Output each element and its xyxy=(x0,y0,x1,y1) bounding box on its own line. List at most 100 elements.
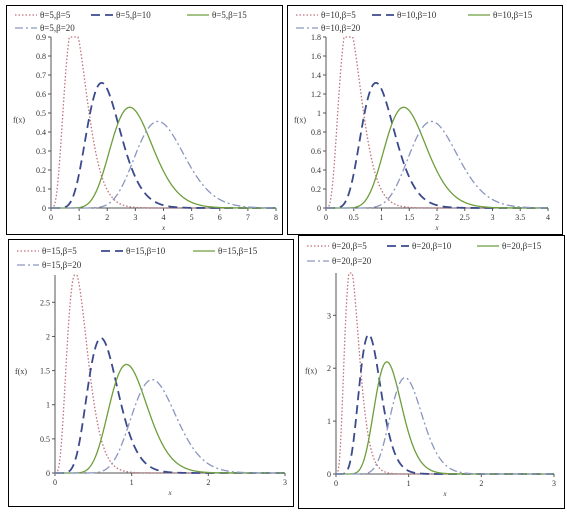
x-tick-label: 2 xyxy=(105,213,109,222)
series-line-beta-5 xyxy=(325,36,548,209)
legend-label: θ=5,β=5 xyxy=(40,10,71,20)
chart-panel-theta-20: 0 1 2 3 0 1 2 3 x f(x) θ=20,β=5 θ=20,β=10 θ=20,β=15 θ… xyxy=(298,235,565,509)
x-tick-label: 1 xyxy=(77,213,81,222)
x-tick-label: 6 xyxy=(218,213,222,222)
legend-label: θ=5,β=20 xyxy=(40,23,75,33)
legend-label: θ=20,β=15 xyxy=(502,241,542,251)
chart-panel-theta-5: 0 1 2 3 4 5 6 7 8 0 0.1 0.2 0.3 0.4 0.5 0.6 0.7 0.8 0.9 x f(… xyxy=(6,5,283,235)
legend-label: θ=15,β=5 xyxy=(42,246,77,256)
x-tick-label: 7 xyxy=(246,213,250,222)
x-tick-label: 2.5 xyxy=(460,213,470,222)
x-tick-label: 3 xyxy=(491,213,495,222)
y-tick-label: 0.2 xyxy=(36,166,46,175)
x-tick-label: 2 xyxy=(435,213,439,222)
series-line-beta-15 xyxy=(336,361,554,475)
x-axis-label: x xyxy=(442,490,447,498)
chart-svg: 0 1 2 3 0 1 2 3 x f(x) θ=20,β=5 θ=20,β=10 θ=20,β=15 θ… xyxy=(305,241,556,498)
legend-label: θ=20,β=5 xyxy=(332,241,367,251)
x-axis-label: x xyxy=(434,224,439,232)
x-axis-label: x xyxy=(167,489,172,497)
y-tick-label: 0 xyxy=(42,204,46,213)
series-line-beta-10 xyxy=(55,337,285,474)
x-tick-label: 0 xyxy=(324,213,328,222)
y-tick-label: 2 xyxy=(327,364,331,373)
x-tick-label: 1 xyxy=(380,213,384,222)
y-tick-label: 0.6 xyxy=(36,90,46,99)
y-axis-label: f(x) xyxy=(15,367,27,376)
x-tick-label: 1 xyxy=(407,479,411,488)
x-tick-label: 4 xyxy=(546,213,550,222)
legend-label: θ=10,β=10 xyxy=(397,10,437,20)
legend-label: θ=5,β=15 xyxy=(212,10,247,20)
legend-label: θ=20,β=20 xyxy=(332,256,372,266)
chart-svg: 0 1 2 3 0 0.5 1 1.5 2 2.5 x f(x) θ=15,β=5 θ=15,β=10 θ=… xyxy=(15,246,287,497)
x-tick-label: 4 xyxy=(162,213,166,222)
y-tick-label: 0.4 xyxy=(36,128,46,137)
y-tick-label: 1 xyxy=(317,109,321,118)
y-tick-label: 0.2 xyxy=(311,185,321,194)
x-tick-label: 3.5 xyxy=(515,213,525,222)
x-tick-label: 3 xyxy=(283,478,287,487)
x-tick-label: 1 xyxy=(130,478,134,487)
x-tick-label: 1.5 xyxy=(404,213,414,222)
legend-label: θ=5,β=10 xyxy=(116,10,151,20)
x-tick-label: 2 xyxy=(479,479,483,488)
y-tick-label: 0.8 xyxy=(311,128,321,137)
y-tick-label: 0 xyxy=(46,469,50,478)
y-tick-label: 1 xyxy=(46,401,50,410)
chart-panel-theta-10: 0 0.5 1 1.5 2 2.5 3 3.5 4 0 0.2 0.4 0.6 0.8 1 1.2 1.4 1.6… xyxy=(287,5,563,235)
legend-label: θ=10,β=5 xyxy=(321,10,356,20)
x-tick-label: 5 xyxy=(190,213,194,222)
y-tick-label: 0.7 xyxy=(36,71,46,80)
chart-svg: 0 1 2 3 4 5 6 7 8 0 0.1 0.2 0.3 0.4 0.5 0.6 0.7 0.8 0.9 x f(… xyxy=(13,10,278,232)
series-line-beta-15 xyxy=(326,106,548,209)
y-tick-label: 0.3 xyxy=(36,147,46,156)
chart-svg: 0 0.5 1 1.5 2 2.5 3 3.5 4 0 0.2 0.4 0.6 0.8 1 1.2 1.4 1.6… xyxy=(294,10,550,232)
x-tick-label: 0 xyxy=(49,213,53,222)
x-tick-label: 3 xyxy=(133,213,137,222)
series-line-beta-5 xyxy=(335,272,554,475)
series-line-beta-10 xyxy=(326,81,548,209)
x-tick-label: 0.5 xyxy=(349,213,359,222)
series-line-beta-15 xyxy=(55,363,285,474)
x-tick-label: 3 xyxy=(552,479,556,488)
legend-label: θ=10,β=20 xyxy=(321,23,361,33)
y-tick-label: 2.5 xyxy=(40,298,50,307)
y-axis-label: f(x) xyxy=(294,116,306,125)
x-tick-label: 0 xyxy=(53,478,57,487)
series-line-beta-10 xyxy=(336,333,554,475)
y-tick-label: 0.5 xyxy=(36,109,46,118)
y-tick-label: 0 xyxy=(327,470,331,479)
legend-label: θ=15,β=20 xyxy=(42,260,82,270)
y-tick-label: 1.6 xyxy=(311,52,321,61)
y-tick-label: 1.5 xyxy=(40,367,50,376)
series-line-beta-20 xyxy=(336,376,554,475)
y-axis-label: f(x) xyxy=(305,367,317,376)
legend-label: θ=15,β=15 xyxy=(218,246,258,256)
series-line-beta-10 xyxy=(51,81,276,209)
y-tick-label: 0.6 xyxy=(311,147,321,156)
series-line-beta-5 xyxy=(50,36,276,209)
legend-label: θ=20,β=10 xyxy=(412,241,452,251)
series-line-beta-15 xyxy=(51,106,276,209)
x-tick-label: 8 xyxy=(274,213,278,222)
y-tick-label: 2 xyxy=(46,332,50,341)
y-tick-label: 0.9 xyxy=(36,33,46,42)
y-tick-label: 1.4 xyxy=(311,71,321,80)
x-tick-label: 0 xyxy=(334,479,338,488)
legend-label: θ=15,β=10 xyxy=(126,246,166,256)
y-tick-label: 1.2 xyxy=(311,90,321,99)
x-tick-label: 2 xyxy=(206,478,210,487)
y-tick-label: 0.1 xyxy=(36,185,46,194)
legend-label: θ=10,β=15 xyxy=(493,10,533,20)
y-tick-label: 0.4 xyxy=(311,166,321,175)
y-tick-label: 3 xyxy=(327,311,331,320)
series-line-beta-20 xyxy=(51,120,277,209)
y-tick-label: 0.8 xyxy=(36,52,46,61)
series-line-beta-20 xyxy=(55,379,285,474)
series-line-beta-20 xyxy=(326,120,549,209)
y-tick-label: 1.8 xyxy=(311,33,321,42)
chart-panel-theta-15: 0 1 2 3 0 0.5 1 1.5 2 2.5 x f(x) θ=15,β=5 θ=15,β=10 θ=… xyxy=(8,239,294,507)
y-tick-label: 0.5 xyxy=(40,435,50,444)
y-tick-label: 0 xyxy=(317,204,321,213)
